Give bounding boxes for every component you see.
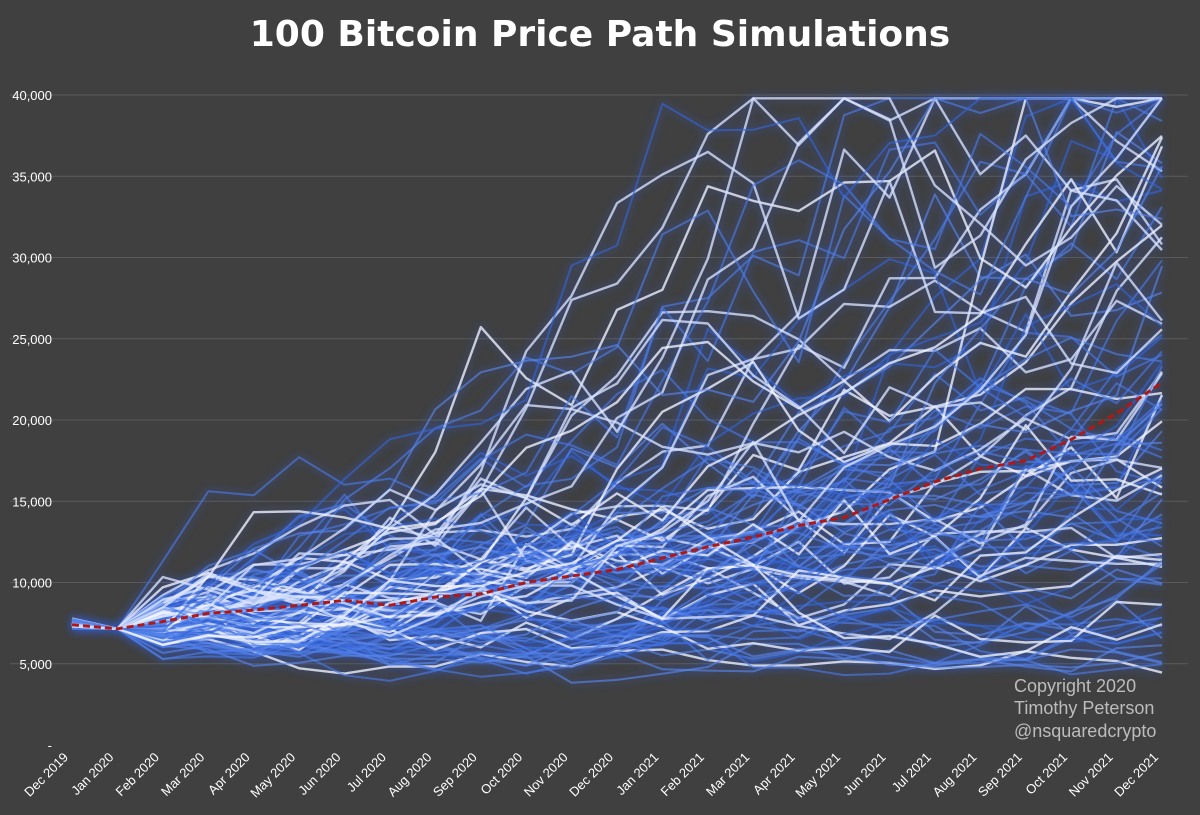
simulation-path: [71, 433, 1163, 648]
simulation-path: [71, 511, 1163, 645]
simulation-path: [71, 575, 1163, 656]
y-tick-label: 20,000: [12, 413, 52, 428]
copyright-annotation: Copyright 2020 Timothy Peterson @nsquare…: [1014, 676, 1156, 741]
copyright-line-2: Timothy Peterson: [1014, 698, 1154, 718]
mean-path: [71, 381, 1163, 631]
simulation-path: [71, 136, 1164, 630]
simulation-path: [71, 471, 1163, 634]
simulation-path: [71, 97, 1162, 630]
simulation-path: [71, 97, 1163, 630]
simulation-path: [71, 399, 1163, 640]
copyright-line-1: Copyright 2020: [1014, 676, 1136, 696]
simulation-path: [71, 505, 1163, 658]
simulation-path: [71, 621, 1163, 673]
y-tick-label: -: [48, 738, 52, 753]
simulation-path: [71, 441, 1163, 630]
y-tick-label: 15,000: [12, 494, 52, 509]
chart-title: 100 Bitcoin Price Path Simulations: [250, 14, 950, 55]
simulation-path: [71, 97, 1163, 635]
y-tick-label: 30,000: [12, 251, 52, 266]
y-tick-label: 10,000: [12, 576, 52, 591]
simulation-path: [71, 261, 1163, 630]
simulation-paths: [71, 97, 1164, 684]
simulation-path: [71, 563, 1163, 668]
simulation-path: [71, 165, 1163, 652]
simulation-path: [71, 145, 1164, 647]
simulation-path: [71, 408, 1163, 649]
simulation-path: [71, 97, 1163, 630]
copyright-line-3: @nsquaredcrypto: [1014, 721, 1156, 741]
simulation-path: [71, 97, 1162, 633]
simulation-path: [71, 259, 1163, 630]
y-tick-label: 40,000: [12, 88, 52, 103]
simulation-path: [71, 465, 1163, 630]
y-tick-label: 35,000: [12, 169, 52, 184]
simulation-path: [71, 253, 1163, 630]
y-axis-tick-labels: - 5,000 10,000 15,000 20,000 25,000 30,000 35,0…: [12, 88, 52, 753]
simulation-path: [71, 97, 1163, 633]
simulation-path: [71, 556, 1163, 641]
simulation-path: [71, 476, 1163, 663]
simulation-path: [71, 370, 1163, 630]
simulation-path: [71, 97, 1163, 630]
y-tick-label: 5,000: [19, 657, 52, 672]
mean-path-line: [71, 381, 1163, 631]
simulation-path: [71, 97, 1163, 638]
y-tick-label: 25,000: [12, 332, 52, 347]
